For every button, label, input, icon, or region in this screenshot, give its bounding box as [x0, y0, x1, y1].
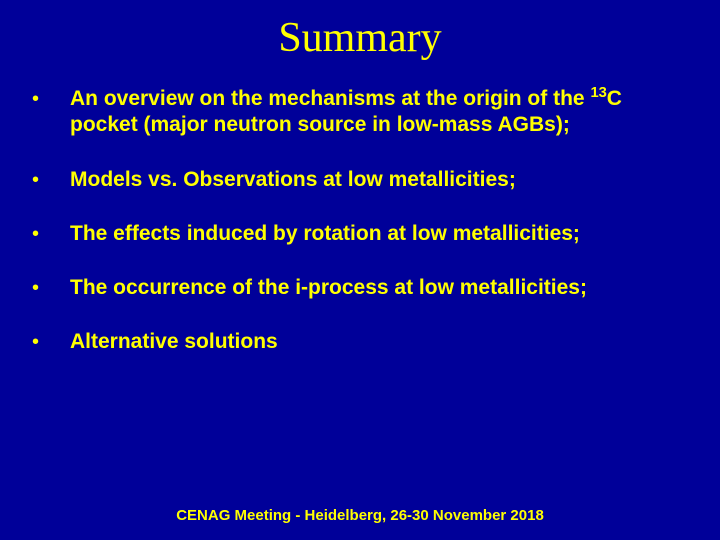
- bullet-dot: •: [30, 275, 52, 301]
- bullet-dot: •: [30, 167, 52, 193]
- bullet-dot: •: [30, 86, 52, 112]
- bullet-dot: •: [30, 329, 52, 355]
- bullet-list: • An overview on the mechanisms at the o…: [0, 68, 720, 356]
- bullet-text: Alternative solutions: [52, 329, 690, 355]
- bullet-text: An overview on the mechanisms at the ori…: [52, 86, 690, 139]
- bullet-text: Models vs. Observations at low metallici…: [52, 167, 690, 193]
- list-item: • Models vs. Observations at low metalli…: [30, 167, 690, 193]
- list-item: • An overview on the mechanisms at the o…: [30, 86, 690, 139]
- bullet-text: The occurrence of the i-process at low m…: [52, 275, 690, 301]
- slide-title: Summary: [0, 0, 720, 68]
- list-item: • The occurrence of the i-process at low…: [30, 275, 690, 301]
- list-item: • The effects induced by rotation at low…: [30, 221, 690, 247]
- bullet-text: The effects induced by rotation at low m…: [52, 221, 690, 247]
- slide-footer: CENAG Meeting - Heidelberg, 26-30 Novemb…: [0, 507, 720, 524]
- bullet-dot: •: [30, 221, 52, 247]
- list-item: • Alternative solutions: [30, 329, 690, 355]
